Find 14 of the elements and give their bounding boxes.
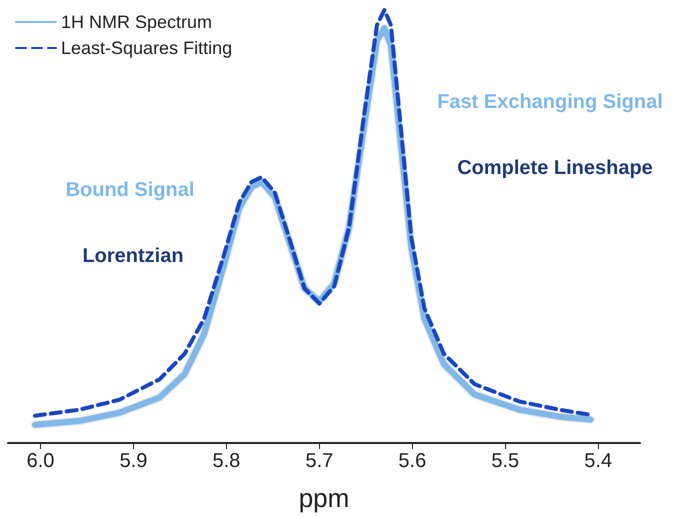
x-tick-label: 5.5 — [491, 450, 520, 472]
x-tick-label: 6.0 — [26, 450, 54, 472]
legend-label: 1H NMR Spectrum — [61, 12, 212, 32]
annotation: Lorentzian — [82, 245, 184, 267]
x-tick-label: 5.6 — [398, 450, 426, 472]
legend-label: Least-Squares Fitting — [61, 38, 232, 58]
x-tick-label: 5.8 — [212, 450, 240, 472]
annotation: Bound Signal — [66, 179, 194, 201]
x-axis-title: ppm — [298, 483, 350, 513]
x-tick-label: 5.7 — [305, 450, 334, 472]
x-tick-label: 5.4 — [584, 450, 612, 472]
annotation: Complete Lineshape — [457, 157, 653, 179]
x-tick-label: 5.9 — [120, 450, 148, 472]
annotation: Fast Exchanging Signal — [437, 91, 663, 113]
